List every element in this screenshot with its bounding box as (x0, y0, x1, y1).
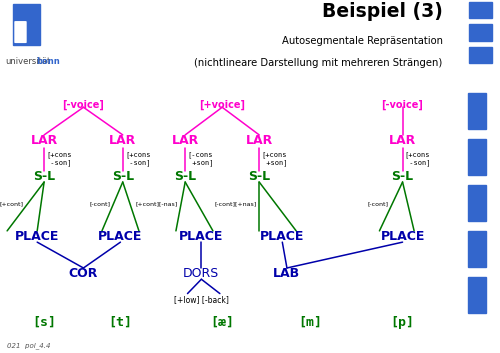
Text: bonn: bonn (36, 57, 60, 66)
Bar (468, 93, 486, 129)
Text: [p]: [p] (390, 316, 414, 329)
Text: LAB: LAB (274, 267, 300, 280)
Text: PLACE: PLACE (380, 230, 425, 243)
Text: [+voice]: [+voice] (199, 100, 245, 110)
Text: universität: universität (5, 57, 50, 66)
Text: [æ]: [æ] (210, 316, 234, 329)
Text: LAR: LAR (246, 134, 273, 147)
Text: S-L: S-L (174, 170, 196, 183)
Bar (469, 24, 492, 41)
Text: PLACE: PLACE (98, 230, 142, 243)
Bar (468, 139, 486, 175)
Text: PLACE: PLACE (179, 230, 224, 243)
Text: [s]: [s] (32, 316, 56, 329)
Text: LAR: LAR (30, 134, 58, 147)
Text: (nichtlineare Darstellung mit mehreren Strängen): (nichtlineare Darstellung mit mehreren S… (194, 59, 442, 68)
Text: PLACE: PLACE (15, 230, 60, 243)
Text: LAR: LAR (109, 134, 136, 147)
Text: Autosegmentale Repräsentation: Autosegmentale Repräsentation (282, 36, 442, 46)
Bar (12, 4, 40, 44)
Text: S-L: S-L (248, 170, 270, 183)
Text: [-cont]: [-cont] (89, 201, 110, 207)
Text: DORS: DORS (183, 267, 220, 280)
Bar (468, 277, 486, 313)
Bar (469, 47, 492, 63)
Text: [-cont][+nas]: [-cont][+nas] (214, 201, 257, 207)
Bar (469, 2, 492, 18)
Text: LAR: LAR (172, 134, 199, 147)
Text: [+cont]: [+cont] (0, 201, 24, 207)
Bar (468, 185, 486, 221)
Text: [+cons
 -son]: [+cons -son] (125, 151, 150, 166)
Text: 021  pol_4.4: 021 pol_4.4 (7, 342, 51, 349)
Text: PLACE: PLACE (260, 230, 304, 243)
Text: [+cons
 -son]: [+cons -son] (46, 151, 72, 166)
Text: [+cons
 -son]: [+cons -son] (405, 151, 430, 166)
Text: Beispiel (3): Beispiel (3) (322, 2, 442, 22)
Text: S-L: S-L (112, 170, 134, 183)
Text: [m]: [m] (298, 316, 322, 329)
Text: [+low] [-back]: [+low] [-back] (174, 295, 229, 304)
Text: [-voice]: [-voice] (62, 100, 104, 110)
FancyBboxPatch shape (15, 22, 26, 42)
Text: LAR: LAR (389, 134, 416, 147)
Text: [+cons
 +son]: [+cons +son] (262, 151, 287, 166)
Text: COR: COR (69, 267, 98, 280)
Text: [t]: [t] (108, 316, 132, 329)
Text: [-cont]: [-cont] (368, 201, 388, 207)
Text: [-voice]: [-voice] (382, 100, 424, 110)
Bar (468, 232, 486, 267)
Text: S-L: S-L (392, 170, 413, 183)
Text: S-L: S-L (33, 170, 55, 183)
Text: [-cons
 +son]: [-cons +son] (188, 151, 213, 166)
Text: [+cont][-nas]: [+cont][-nas] (136, 201, 178, 207)
